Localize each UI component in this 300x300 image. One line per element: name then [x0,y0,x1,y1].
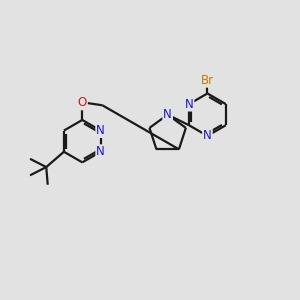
Text: N: N [203,129,212,142]
Text: Br: Br [201,74,214,87]
Text: N: N [185,98,194,111]
Text: N: N [163,108,172,121]
Text: O: O [78,96,87,110]
Text: N: N [96,124,105,137]
Text: N: N [96,145,105,158]
